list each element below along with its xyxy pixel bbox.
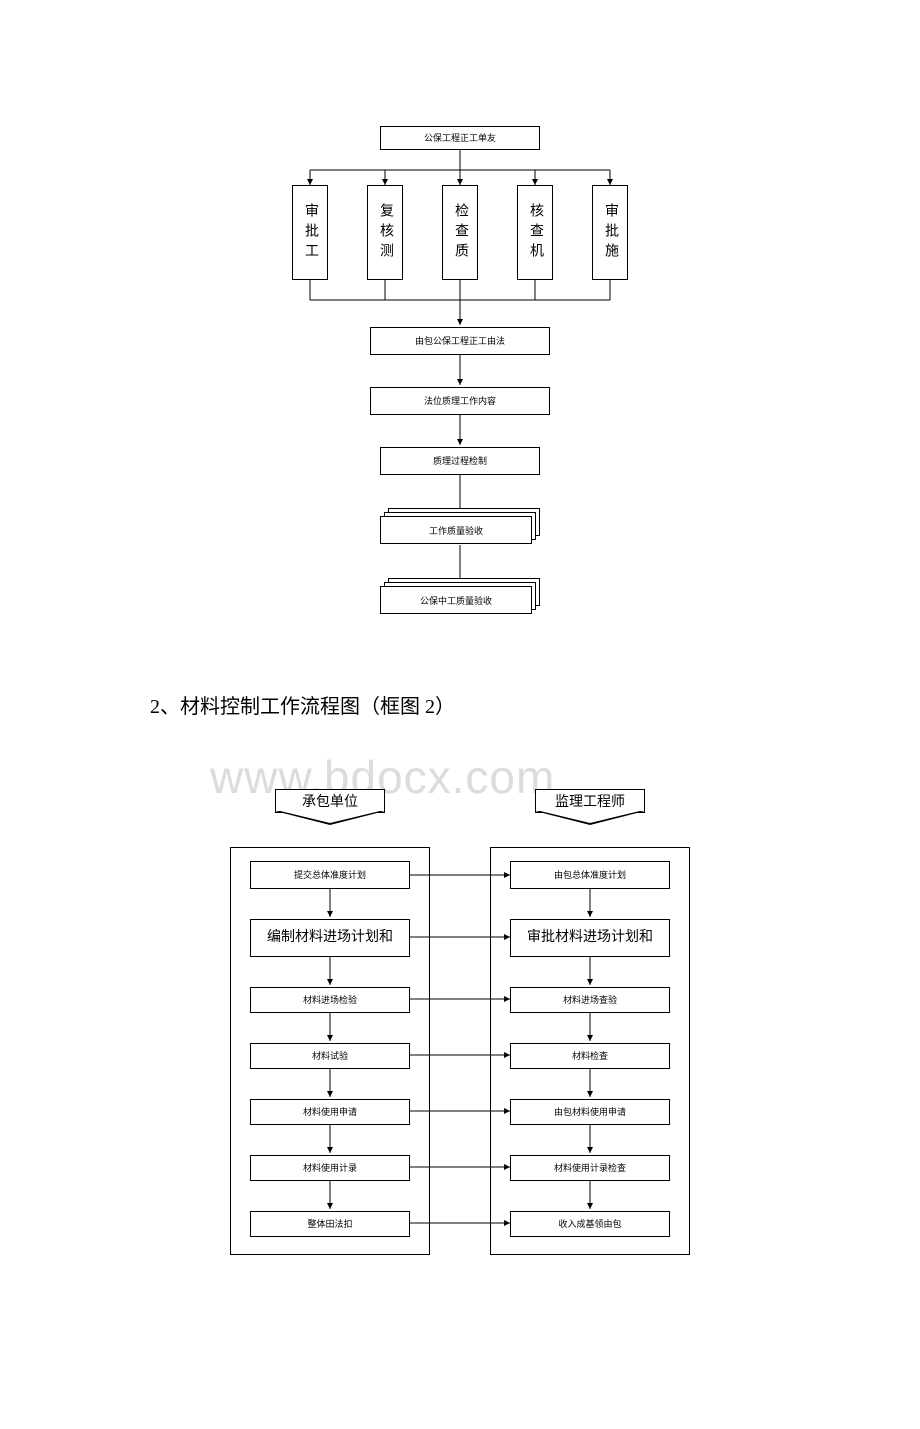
d2-header-left-text: 承包单位 xyxy=(302,791,358,811)
d2-r3: 材料检查 xyxy=(510,1043,670,1069)
d1-col-3: 核查机 xyxy=(517,185,553,280)
d1-stack-1: 公保中工质量验收 xyxy=(380,578,548,616)
d1-seq-0: 由包公保工程正工由法 xyxy=(370,327,550,355)
d2-l4: 材料使用申请 xyxy=(250,1099,410,1125)
d1-top-box: 公保工程正工单友 xyxy=(380,126,540,150)
d2-l2: 材料进场检验 xyxy=(250,987,410,1013)
flowchart-2: 承包单位 监理工程师 提交总体准度计划 编制材料进场计划和 材料进场检验 材料试… xyxy=(210,789,710,1309)
d2-l3: 材料试验 xyxy=(250,1043,410,1069)
section-title: 2、材料控制工作流程图（框图 2） xyxy=(150,690,920,719)
d2-r6: 收入成基领由包 xyxy=(510,1211,670,1237)
d1-col-0: 审批工 xyxy=(292,185,328,280)
d2-l5: 材料使用计录 xyxy=(250,1155,410,1181)
d2-r5: 材料使用计录检查 xyxy=(510,1155,670,1181)
d2-r1: 审批材料进场计划和 xyxy=(510,919,670,957)
d2-header-right: 监理工程师 xyxy=(535,789,645,831)
d1-stack-0-label: 工作质量验收 xyxy=(380,516,532,544)
d1-seq-1: 法位质理工作内容 xyxy=(370,387,550,415)
d1-col-2: 检查质 xyxy=(442,185,478,280)
d2-header-right-text: 监理工程师 xyxy=(555,791,625,811)
flowchart-1: 公保工程正工单友 审批工 复核测 检查质 核查机 审批施 由包公保工程正工由法 … xyxy=(240,120,680,650)
d1-seq-2: 质理过程检制 xyxy=(380,447,540,475)
d2-header-left: 承包单位 xyxy=(275,789,385,831)
d1-col-1: 复核测 xyxy=(367,185,403,280)
d2-r0: 由包总体准度计划 xyxy=(510,861,670,889)
d2-r2: 材料进场查验 xyxy=(510,987,670,1013)
d2-l0: 提交总体准度计划 xyxy=(250,861,410,889)
d2-l1: 编制材料进场计划和 xyxy=(250,919,410,957)
d1-stack-0: 工作质量验收 xyxy=(380,508,548,546)
d1-col-4: 审批施 xyxy=(592,185,628,280)
d2-l6: 整体田法扣 xyxy=(250,1211,410,1237)
d1-stack-1-label: 公保中工质量验收 xyxy=(380,586,532,614)
d2-r4: 由包材料使用申请 xyxy=(510,1099,670,1125)
